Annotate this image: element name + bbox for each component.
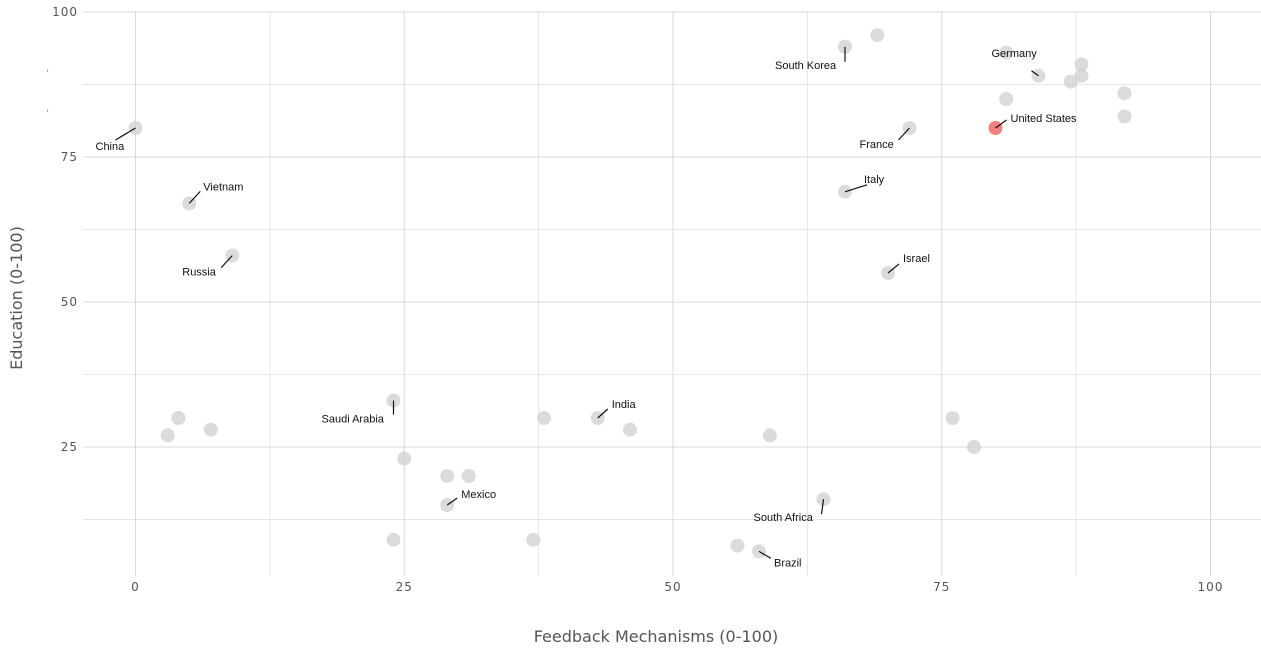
label-leader-line xyxy=(188,190,201,204)
x-axis-title: Feedback Mechanisms (0-100) xyxy=(534,627,779,646)
data-point xyxy=(1063,74,1078,89)
point-labels: China Vietnam Russia Saudi Arabia Mexico Indi… xyxy=(96,46,1078,569)
x-tick-label: 0 xyxy=(131,580,140,594)
data-point xyxy=(526,532,541,547)
data-point xyxy=(537,411,551,425)
x-tick-label: 100 xyxy=(1198,580,1224,594)
point-label: China xyxy=(96,141,126,153)
x-tick-label: 25 xyxy=(396,580,413,594)
point-label: South Africa xyxy=(754,512,814,524)
y-tick-label: 100 xyxy=(52,5,78,19)
label-leader-line xyxy=(597,408,609,419)
data-point xyxy=(999,45,1014,60)
point-label: Brazil xyxy=(774,557,802,569)
point-label: Italy xyxy=(864,174,885,186)
point-label: France xyxy=(860,139,894,151)
point-label: Mexico xyxy=(461,489,496,501)
data-point xyxy=(1074,57,1089,72)
point-label: United States xyxy=(1011,113,1078,125)
data-point xyxy=(440,469,455,483)
point-label: India xyxy=(612,399,637,411)
y-tick-label: 50 xyxy=(61,295,78,309)
data-point xyxy=(203,422,218,437)
label-leader-line xyxy=(115,127,136,141)
data-point xyxy=(461,469,476,483)
minor-gridlines xyxy=(83,12,1261,576)
major-gridlines xyxy=(83,11,1261,576)
label-leader-line xyxy=(887,263,900,274)
point-label: Germany xyxy=(992,48,1038,60)
y-tick-label: 75 xyxy=(61,150,78,164)
data-point xyxy=(870,28,885,43)
data-points xyxy=(128,28,1132,559)
data-point xyxy=(730,538,745,553)
data-point xyxy=(1074,68,1089,83)
point-label: Israel xyxy=(903,253,930,265)
label-leader-line xyxy=(1031,70,1039,77)
label-leader-line xyxy=(446,497,458,506)
data-point xyxy=(397,451,412,466)
point-label: South Korea xyxy=(775,60,837,72)
data-point xyxy=(160,428,175,443)
stray-mark: , xyxy=(46,63,49,74)
data-point xyxy=(762,428,777,443)
y-axis-title: Education (0-100) xyxy=(7,226,26,370)
data-point xyxy=(1117,86,1132,101)
data-point xyxy=(945,411,960,425)
tick-labels: 0 25 50 75 100 25 50 75 100 xyxy=(52,5,1224,594)
label-leader-line xyxy=(995,119,1007,129)
label-leader-line xyxy=(844,184,868,193)
data-point xyxy=(967,440,981,454)
y-tick-label: 25 xyxy=(61,440,78,454)
data-point xyxy=(999,92,1014,106)
label-leader-line xyxy=(820,499,825,515)
data-point xyxy=(1117,109,1132,124)
data-point xyxy=(623,422,637,437)
label-leader-line xyxy=(758,550,772,559)
stray-mark: , xyxy=(46,103,49,114)
label-leader-line xyxy=(898,127,910,141)
point-label: Vietnam xyxy=(203,181,243,193)
point-label: Saudi Arabia xyxy=(322,414,385,426)
x-tick-label: 50 xyxy=(664,580,681,594)
label-leader-line xyxy=(220,255,233,269)
point-label: Russia xyxy=(182,267,217,279)
x-tick-label: 75 xyxy=(933,580,950,594)
data-point xyxy=(171,411,186,425)
data-point xyxy=(386,532,401,547)
